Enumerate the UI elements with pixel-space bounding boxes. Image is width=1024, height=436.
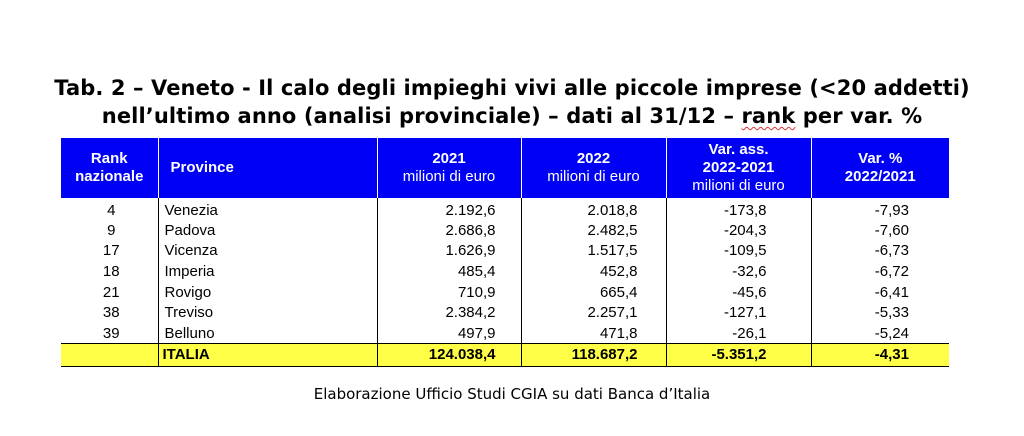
cell-2022: 471,8 bbox=[520, 322, 667, 344]
total-var-ass: -5.351,2 bbox=[665, 343, 811, 368]
total-2022: 118.687,2 bbox=[520, 343, 666, 368]
header-var-line2: 2022-2021 bbox=[702, 159, 775, 176]
cell-var-ass: -45,6 bbox=[665, 281, 812, 303]
cell-var-pct: -5,33 bbox=[810, 302, 949, 323]
cell-2021: 1.626,9 bbox=[376, 240, 522, 262]
table-header: Rank nazionale Province 2021 milioni di … bbox=[61, 138, 949, 198]
title-rank-word: rank bbox=[741, 104, 796, 128]
cell-2021: 2.686,8 bbox=[376, 220, 522, 241]
header-row: Rank nazionale Province 2021 milioni di … bbox=[61, 138, 949, 198]
cell-rank: 18 bbox=[61, 261, 159, 282]
header-var-unit: milioni di euro bbox=[692, 177, 785, 194]
cell-rank: 4 bbox=[61, 198, 159, 220]
header-2022-year: 2022 bbox=[576, 150, 611, 167]
cell-province: Venezia bbox=[157, 198, 378, 220]
cell-var-ass: -173,8 bbox=[665, 198, 812, 220]
cell-province: Rovigo bbox=[157, 281, 378, 303]
header-2022-unit: milioni di euro bbox=[547, 168, 640, 185]
table-row: 9 Padova 2.686,8 2.482,5 -204,3 -7,60 bbox=[61, 220, 949, 241]
header-pct-line2: 2022/2021 bbox=[844, 168, 916, 185]
cell-province: Vicenza bbox=[157, 240, 378, 262]
cell-province: Imperia bbox=[157, 261, 378, 282]
table-row: 18 Imperia 485,4 452,8 -32,6 -6,72 bbox=[61, 261, 949, 282]
table-row: 17 Vicenza 1.626,9 1.517,5 -109,5 -6,73 bbox=[61, 240, 949, 262]
table-row: 4 Venezia 2.192,6 2.018,8 -173,8 -7,93 bbox=[61, 198, 949, 220]
header-rank-line2: nazionale bbox=[75, 168, 144, 185]
total-rank bbox=[61, 343, 158, 368]
cell-var-pct: -7,93 bbox=[810, 198, 949, 220]
title-line-2-suffix: per var. % bbox=[795, 104, 923, 128]
cell-province: Padova bbox=[157, 220, 378, 241]
source-note: Elaborazione Ufficio Studi CGIA su dati … bbox=[313, 385, 711, 403]
total-row: ITALIA 124.038,4 118.687,2 -5.351,2 -4,3… bbox=[61, 343, 949, 368]
cell-2021: 2.384,2 bbox=[376, 302, 522, 323]
cell-2021: 485,4 bbox=[376, 261, 522, 282]
table-row: 39 Belluno 497,9 471,8 -26,1 -5,24 bbox=[61, 322, 949, 344]
cell-province: Treviso bbox=[157, 302, 378, 323]
header-2021: 2021 milioni di euro bbox=[376, 138, 521, 198]
header-rank: Rank nazionale bbox=[61, 138, 158, 198]
cell-2022: 2.257,1 bbox=[520, 302, 667, 323]
cell-2021: 497,9 bbox=[376, 322, 522, 344]
table-row: 21 Rovigo 710,9 665,4 -45,6 -6,41 bbox=[61, 281, 949, 303]
title-line-2: nell’ultimo anno (analisi provinciale) –… bbox=[0, 102, 1024, 130]
total-label: ITALIA bbox=[157, 343, 377, 368]
header-2021-year: 2021 bbox=[432, 150, 466, 167]
cell-2022: 2.482,5 bbox=[520, 220, 667, 241]
cell-rank: 17 bbox=[61, 240, 159, 262]
cell-2022: 1.517,5 bbox=[520, 240, 667, 262]
header-province-label: Province bbox=[170, 159, 234, 176]
table-title: Tab. 2 – Veneto - Il calo degli impieghi… bbox=[0, 74, 1024, 130]
table-row: 38 Treviso 2.384,2 2.257,1 -127,1 -5,33 bbox=[61, 302, 949, 323]
cell-rank: 21 bbox=[61, 281, 159, 303]
province-table: Rank nazionale Province 2021 milioni di … bbox=[61, 138, 949, 368]
cell-2022: 452,8 bbox=[520, 261, 667, 282]
cell-2021: 710,9 bbox=[376, 281, 522, 303]
header-2022: 2022 milioni di euro bbox=[520, 138, 666, 198]
cell-province: Belluno bbox=[157, 322, 378, 344]
cell-rank: 9 bbox=[61, 220, 159, 241]
cell-var-pct: -5,24 bbox=[810, 322, 949, 344]
cell-rank: 39 bbox=[61, 322, 159, 344]
cell-var-pct: -7,60 bbox=[810, 220, 949, 241]
cell-rank: 38 bbox=[61, 302, 159, 323]
header-var-line1: Var. ass. bbox=[708, 141, 769, 158]
title-line-2-prefix: nell’ultimo anno (analisi provinciale) –… bbox=[101, 104, 742, 128]
cell-var-ass: -204,3 bbox=[665, 220, 812, 241]
cell-2021: 2.192,6 bbox=[376, 198, 522, 220]
cell-var-ass: -109,5 bbox=[665, 240, 812, 262]
table-body: 4 Venezia 2.192,6 2.018,8 -173,8 -7,93 9… bbox=[61, 198, 949, 344]
header-pct-line1: Var. % bbox=[858, 150, 903, 167]
cell-var-pct: -6,72 bbox=[810, 261, 949, 282]
header-rank-line1: Rank bbox=[90, 150, 128, 167]
table-total: ITALIA 124.038,4 118.687,2 -5.351,2 -4,3… bbox=[61, 343, 949, 368]
header-province: Province bbox=[157, 138, 377, 198]
header-var-ass: Var. ass. 2022-2021 milioni di euro bbox=[665, 138, 811, 198]
total-var-pct: -4,31 bbox=[810, 343, 949, 368]
cell-var-pct: -6,41 bbox=[810, 281, 949, 303]
title-line-1: Tab. 2 – Veneto - Il calo degli impieghi… bbox=[54, 76, 970, 100]
cell-var-ass: -32,6 bbox=[665, 261, 812, 282]
cell-var-ass: -127,1 bbox=[665, 302, 812, 323]
header-2021-unit: milioni di euro bbox=[402, 168, 496, 185]
cell-var-pct: -6,73 bbox=[810, 240, 949, 262]
cell-2022: 665,4 bbox=[520, 281, 667, 303]
total-2021: 124.038,4 bbox=[376, 343, 521, 368]
header-var-pct: Var. % 2022/2021 bbox=[810, 138, 949, 198]
cell-var-ass: -26,1 bbox=[665, 322, 812, 344]
cell-2022: 2.018,8 bbox=[520, 198, 667, 220]
